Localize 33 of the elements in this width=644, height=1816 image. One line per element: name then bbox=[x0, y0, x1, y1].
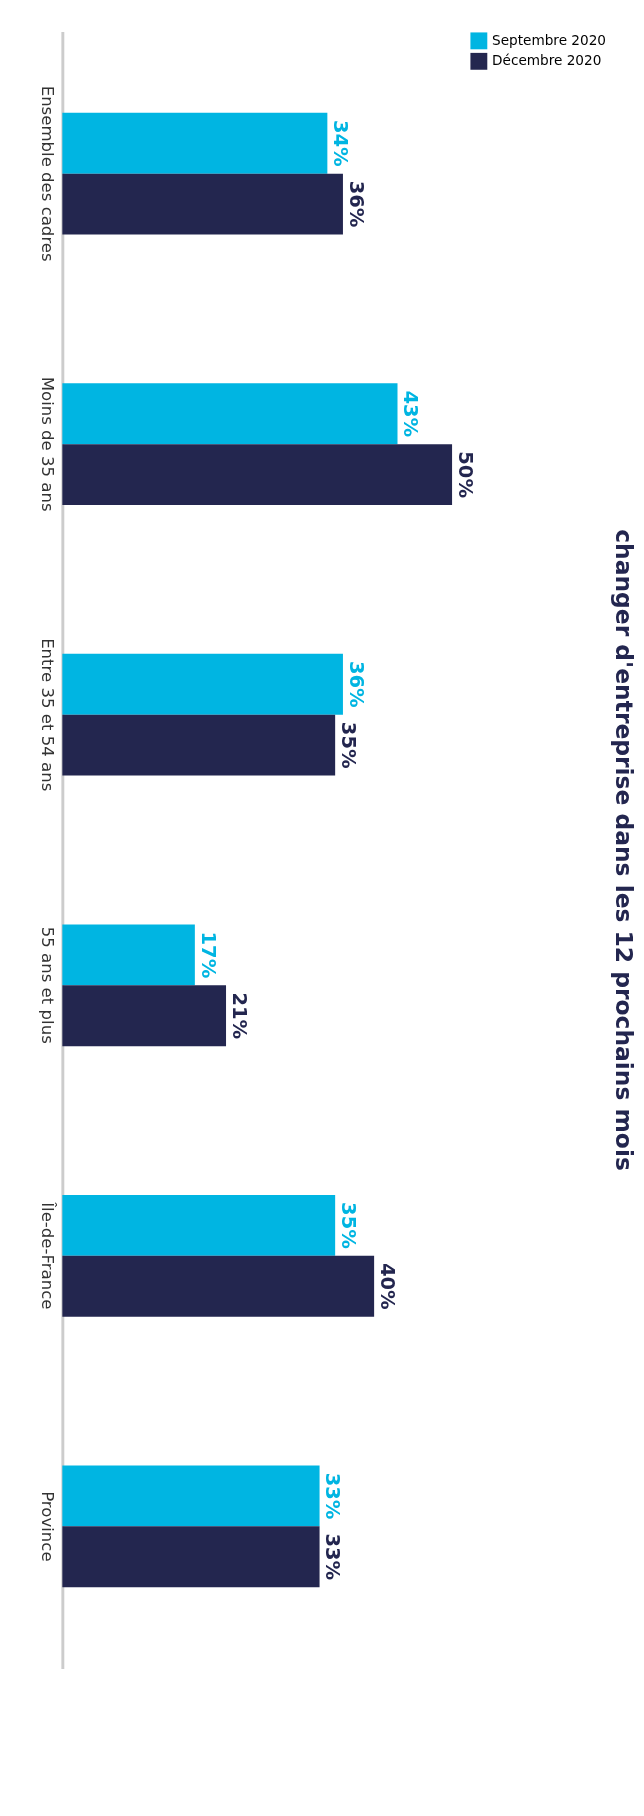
data-label: 35% bbox=[336, 721, 360, 769]
bar bbox=[62, 444, 453, 506]
bar bbox=[62, 1255, 375, 1317]
bar bbox=[62, 383, 398, 445]
y-tick-label: Province bbox=[38, 1491, 58, 1562]
data-label: 36% bbox=[344, 180, 368, 228]
bar bbox=[62, 924, 195, 986]
bar bbox=[62, 112, 328, 174]
legend-label: Décembre 2020 bbox=[492, 52, 602, 69]
data-label: 17% bbox=[196, 931, 220, 979]
data-label: 40% bbox=[375, 1262, 399, 1310]
bar bbox=[62, 1465, 320, 1527]
text: changer d'entreprise dans les 12 prochains mois bbox=[609, 529, 638, 1171]
data-label: 50% bbox=[453, 451, 477, 498]
bar bbox=[62, 985, 227, 1047]
y-tick-label: Ensemble des cadres bbox=[38, 85, 58, 262]
bar bbox=[62, 173, 343, 235]
data-label: 36% bbox=[344, 660, 368, 708]
y-tick-label: 55 ans et plus bbox=[38, 926, 58, 1044]
bar bbox=[62, 714, 336, 776]
bar bbox=[62, 653, 343, 715]
y-tick-label: Île-de-France bbox=[38, 1201, 58, 1310]
data-label: 34% bbox=[329, 119, 353, 167]
y-tick-label: Moins de 35 ans bbox=[38, 376, 58, 512]
data-label: 33% bbox=[321, 1472, 345, 1520]
bar bbox=[62, 1526, 320, 1588]
data-label: 35% bbox=[336, 1202, 360, 1249]
legend-label: Septembre 2020 bbox=[492, 31, 607, 48]
bar bbox=[62, 1194, 336, 1256]
data-label: 33% bbox=[321, 1533, 345, 1581]
data-label: 43% bbox=[399, 390, 423, 438]
data-label: 21% bbox=[227, 992, 251, 1040]
y-tick-label: Entre 35 et 54 ans bbox=[38, 638, 58, 792]
